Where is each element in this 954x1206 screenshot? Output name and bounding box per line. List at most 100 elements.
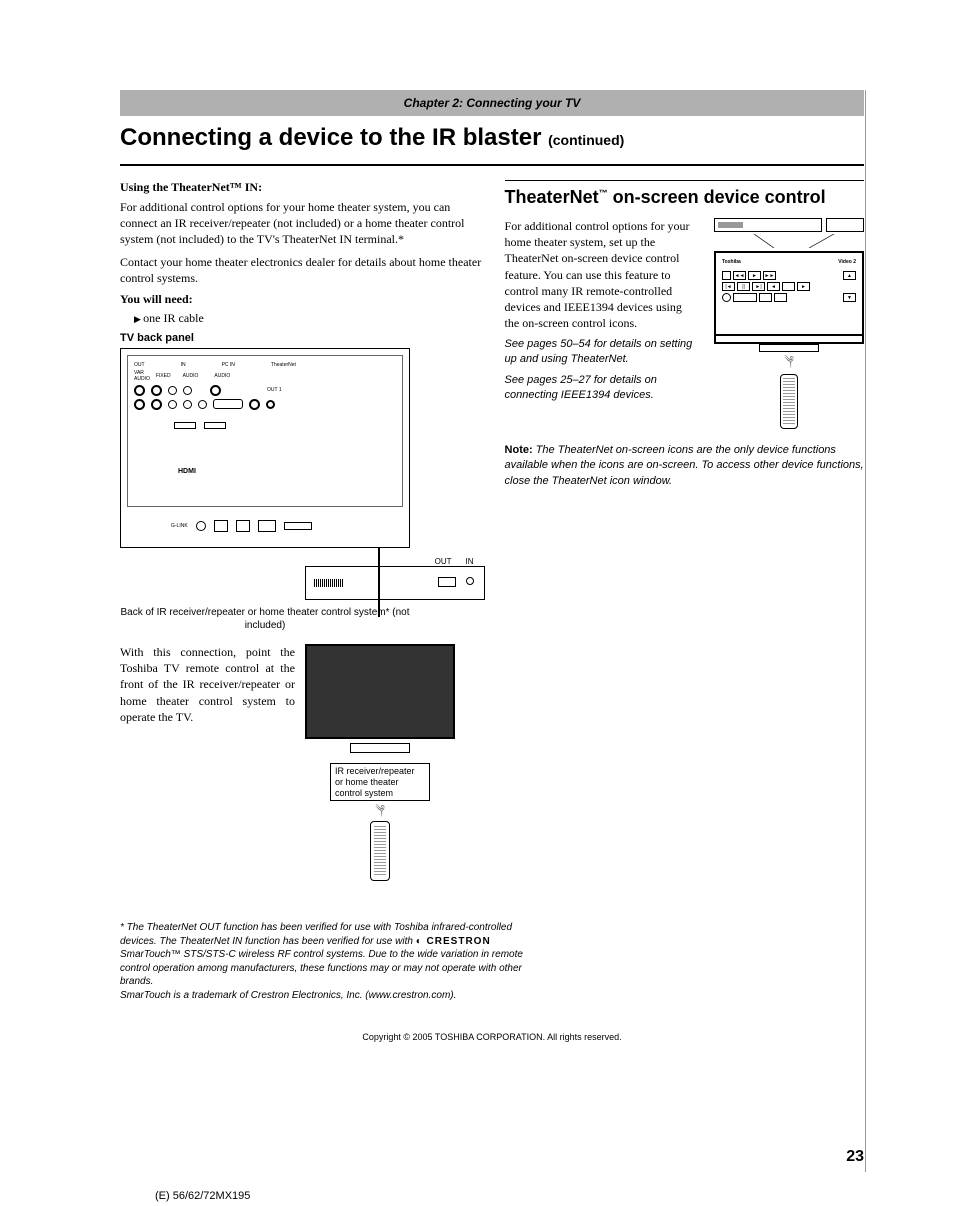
note-block: Note: The TheaterNet on-screen icons are… [505, 443, 864, 489]
left-column: Using the TheaterNet™ IN: For additional… [120, 180, 485, 1002]
audio-label-2: AUDIO [214, 373, 230, 379]
tv-screen-icon [305, 644, 455, 739]
osd-skipfwd-icon: ►| [752, 282, 765, 291]
jack-icon [168, 386, 177, 395]
osd-ff-icon: ►► [763, 271, 776, 280]
osd-down-icon: ▼ [843, 293, 856, 302]
osd-left-icon: ◄ [767, 282, 780, 291]
using-theaternet-heading: Using the TheaterNet™ IN: [120, 180, 485, 195]
hdmi-label: HDMI [178, 468, 196, 475]
hdmi-slot-icon [174, 422, 196, 429]
hdmi-slot-icon [204, 422, 226, 429]
ir-receiver-box-diagram: OUT IN [305, 566, 485, 600]
page-title-continued: (continued) [548, 132, 624, 148]
tv-back-panel-label: TV back panel [120, 332, 485, 344]
theaternet-section-heading: TheaterNet™ on-screen device control [505, 187, 864, 208]
footer-model-code: (E) 56/62/72MX195 [155, 1190, 250, 1202]
osd-stop-icon [722, 271, 731, 280]
osd-rew-icon: ◄◄ [733, 271, 746, 280]
var-audio-label: VARAUDIO [134, 370, 150, 382]
jack-icon [198, 400, 207, 409]
section-heading-post: on-screen device control [608, 187, 826, 207]
out-label-icon: OUT [134, 362, 145, 368]
note-label: Note: [505, 444, 533, 456]
out-port-label: OUT [435, 557, 452, 566]
see-pages-2: See pages 25–27 for details on connectin… [505, 373, 697, 403]
osd-tv-diagram: Toshiba Video 2 ◄◄ ► ►► ▲ [714, 218, 864, 429]
osd-menu-icon [782, 282, 795, 291]
ir-receiver-label-box: IR receiver/repeater or home theater con… [330, 763, 430, 801]
jack-icon [266, 400, 275, 409]
ieee1394-port-icon [214, 520, 228, 532]
osd-brand-label: Toshiba [722, 259, 741, 265]
point-remote-text: With this connection, point the Toshiba … [120, 644, 295, 881]
in-jack-icon [466, 577, 474, 585]
cable-slot-icon [718, 222, 743, 228]
tv-back-panel-diagram: OUT IN PC IN TheaterNet VARAUDIO FIXED A… [120, 348, 410, 548]
section-rule [505, 180, 864, 181]
osd-btn-icon [774, 293, 787, 302]
tv-stand-icon [350, 743, 410, 753]
section-heading-pre: TheaterNet [505, 187, 599, 207]
right-text-block: For additional control options for your … [505, 218, 697, 429]
tv-front-diagram: IR receiver/repeater or home theater con… [305, 644, 455, 881]
jack-icon [134, 385, 145, 396]
chapter-header-bar: Chapter 2: Connecting your TV [120, 90, 864, 116]
jack-icon [249, 399, 260, 410]
page-title: Connecting a device to the IR blaster (c… [120, 124, 864, 152]
title-rule [120, 164, 864, 166]
intro-paragraph-2: Contact your home theater electronics de… [120, 254, 485, 286]
ieee1394-port-icon [236, 520, 250, 532]
right-margin-line [865, 90, 866, 1172]
section-heading-tm: ™ [599, 188, 608, 198]
remote-control-icon [370, 821, 390, 881]
osd-wide-icon [733, 293, 757, 302]
osd-pause-icon: || [737, 282, 750, 291]
osd-up-icon: ▲ [843, 271, 856, 280]
theaternet-label-icon: TheaterNet [271, 362, 296, 368]
lower-port-row: G-LINK [171, 513, 389, 539]
footnote-line2: SmarTouch™ STS/STS-C wireless RF control… [120, 949, 523, 987]
jack-icon [183, 400, 192, 409]
page-container: Chapter 2: Connecting your TV Connecting… [0, 0, 954, 1206]
jack-icon [210, 385, 221, 396]
two-column-layout: Using the TheaterNet™ IN: For additional… [120, 180, 864, 1002]
osd-rec-icon [722, 293, 731, 302]
jack-icon [196, 521, 206, 531]
chapter-header-text: Chapter 2: Connecting your TV [404, 96, 581, 110]
fixed-label: FIXED [156, 373, 171, 379]
osd-btn-icon [759, 293, 772, 302]
audio-label-1: AUDIO [183, 373, 199, 379]
note-text: The TheaterNet on-screen icons are the o… [505, 444, 864, 487]
right-paragraph: For additional control options for your … [505, 218, 697, 331]
page-number: 23 [846, 1148, 864, 1166]
cable-box-icon [714, 218, 822, 232]
out1-label: OUT 1 [267, 387, 282, 393]
jack-icon [183, 386, 192, 395]
osd-play-icon: ► [748, 271, 761, 280]
osd-screen-icon: Toshiba Video 2 ◄◄ ► ►► ▲ [714, 251, 864, 336]
tv-panel-inner: OUT IN PC IN TheaterNet VARAUDIO FIXED A… [127, 355, 403, 507]
small-device-icon [826, 218, 864, 232]
jack-icon [134, 399, 145, 410]
you-will-need-heading: You will need: [120, 292, 485, 307]
need-item-ir-cable: one IR cable [134, 311, 485, 326]
footnote-line3: SmarTouch is a trademark of Crestron Ele… [120, 990, 456, 1001]
osd-right-icon: ► [797, 282, 810, 291]
lan-port-icon [258, 520, 276, 532]
tv-bezel-base-icon [714, 336, 864, 344]
ir-waves-icon: ༆ [305, 805, 455, 815]
port-cluster: OUT IN PC IN TheaterNet VARAUDIO FIXED A… [134, 362, 296, 432]
cable-lines-icon [714, 234, 864, 248]
right-column: TheaterNet™ on-screen device control For… [505, 180, 864, 1002]
osd-figure: Toshiba Video 2 ◄◄ ► ►► ▲ [707, 218, 864, 429]
ir-waves-icon: ༆ [714, 356, 864, 366]
pcin-label-icon: PC IN [222, 362, 235, 368]
osd-skipback-icon: |◄ [722, 282, 735, 291]
osd-icon-grid: ◄◄ ► ►► ▲ |◄ || ►| ◄ [722, 271, 856, 304]
remote-control-icon [780, 374, 798, 429]
copyright-line: Copyright © 2005 TOSHIBA CORPORATION. Al… [120, 1032, 864, 1042]
slot-icon [284, 522, 312, 530]
footnote-block: * The TheaterNet OUT function has been v… [120, 921, 550, 1002]
page-title-main: Connecting a device to the IR blaster [120, 124, 541, 151]
